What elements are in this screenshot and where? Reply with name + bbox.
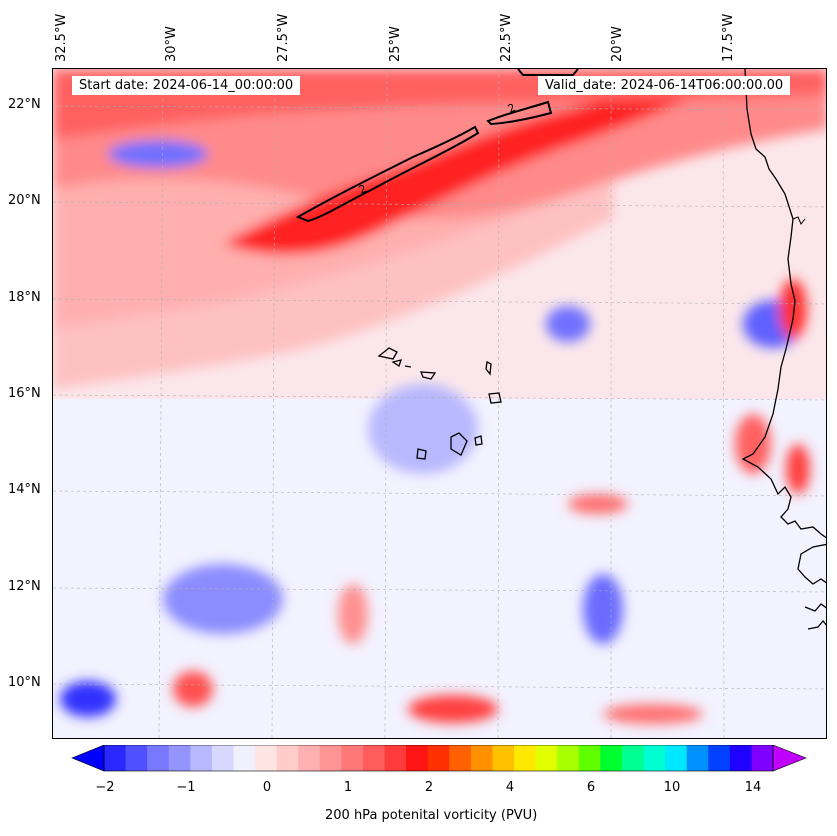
blue-patch-west <box>163 564 283 634</box>
colorbar-cell <box>255 745 278 771</box>
lon-label-25w: 25°W <box>388 26 403 62</box>
colorbar-cell <box>319 745 342 771</box>
colorbar-cell <box>621 745 645 771</box>
colorbar-cell <box>211 745 234 771</box>
blue-patch-north <box>108 140 208 168</box>
map-panel[interactable]: 2 2 <box>52 68 827 739</box>
cbar-tick-4: 4 <box>505 780 515 795</box>
lon-label-17-5w: 17.5°W <box>721 13 736 62</box>
colorbar-cell <box>729 745 752 771</box>
contour-label-1: 2 <box>357 182 369 197</box>
colorbar-title: 200 hPa potenital vorticity (PVU) <box>325 808 538 823</box>
colorbar-cell <box>276 745 299 771</box>
colorbar-cell <box>751 745 774 771</box>
cbar-tick-6: 6 <box>586 780 596 795</box>
gridlines <box>53 69 826 738</box>
blue-patch-south <box>583 574 623 644</box>
red-patch-coast <box>786 444 810 494</box>
red-patch-south <box>408 695 498 723</box>
cbar-tick-1: 1 <box>343 780 353 795</box>
colorbar-cell <box>492 745 515 771</box>
red-patch-mid <box>568 494 628 514</box>
colorbar-cell <box>557 745 580 771</box>
colorbar-cell <box>406 745 429 771</box>
red-patch-southwest <box>173 671 213 707</box>
colorbar-cell <box>514 745 537 771</box>
start-date-label: Start date: 2024-06-14_00:00:00 <box>72 76 301 95</box>
red-patch-east <box>779 279 807 339</box>
pv-contour-2 <box>295 69 579 223</box>
interior-border-1 <box>792 216 806 225</box>
lat-label-20n: 20°N <box>8 193 41 208</box>
colorbar-cell <box>384 745 407 771</box>
colorbar-cell <box>298 745 321 771</box>
jet-core <box>223 69 753 255</box>
colorbar <box>71 745 807 772</box>
red-patch-south2 <box>603 704 703 724</box>
colorbar-cell <box>600 745 623 771</box>
cbar-tick-10: 10 <box>663 780 681 795</box>
colorbar-cell <box>578 745 601 771</box>
north-pink-band <box>53 178 613 389</box>
lon-label-22-5w: 22.5°W <box>499 13 514 62</box>
colorbar-cell <box>190 745 213 771</box>
cbar-tick-0: 0 <box>262 780 272 795</box>
colorbar-cell <box>362 745 386 771</box>
colorbar-cell <box>449 745 472 771</box>
cbar-tick-neg2: −2 <box>95 780 115 795</box>
blue-patch-mid <box>546 306 590 342</box>
cbar-tick-14: 14 <box>744 780 762 795</box>
colorbar-cell <box>147 745 170 771</box>
lat-label-12n: 12°N <box>8 579 41 594</box>
blue-patch-southwest <box>60 681 116 717</box>
lat-label-14n: 14°N <box>8 482 41 497</box>
lat-label-22n: 22°N <box>8 97 41 112</box>
blue-patch-center <box>368 384 478 474</box>
cbar-tick-2: 2 <box>424 780 434 795</box>
colorbar-cell <box>341 745 364 771</box>
colorbar-cell <box>535 745 558 771</box>
contour-label-2: 2 <box>506 101 518 116</box>
colorbar-outline <box>103 745 774 772</box>
colorbar-cell <box>665 745 688 771</box>
pv-field: 2 2 <box>53 69 826 738</box>
colorbar-cell <box>470 745 493 771</box>
colorbar-left-arrow <box>71 745 105 772</box>
cbar-tick-neg1: −1 <box>176 780 196 795</box>
colorbar-cell <box>125 745 148 771</box>
colorbar-cell <box>427 745 450 771</box>
lon-label-27-5w: 27.5°W <box>276 13 291 62</box>
colorbar-cell <box>643 745 666 771</box>
colorbar-cells <box>104 745 774 771</box>
colorbar-right-arrow <box>772 745 807 772</box>
colorbar-cell <box>708 745 731 771</box>
lat-label-16n: 16°N <box>8 386 41 401</box>
colorbar-cell <box>168 745 191 771</box>
west-africa-coastline <box>741 69 826 539</box>
red-patch-band <box>338 584 368 644</box>
lon-label-32-5w: 32.5°W <box>54 13 69 62</box>
colorbar-cell <box>104 745 127 771</box>
lon-label-30w: 30°W <box>164 26 179 62</box>
lat-label-18n: 18°N <box>8 290 41 305</box>
lat-label-10n: 10°N <box>8 675 41 690</box>
guinea-coast <box>797 543 826 630</box>
valid-date-label: Valid_date: 2024-06-14T06:00:00.00 <box>538 76 791 95</box>
colorbar-cell <box>233 745 256 771</box>
cape-verde-islands <box>377 347 502 460</box>
lon-label-20w: 20°W <box>610 26 625 62</box>
colorbar-cell <box>686 745 709 771</box>
